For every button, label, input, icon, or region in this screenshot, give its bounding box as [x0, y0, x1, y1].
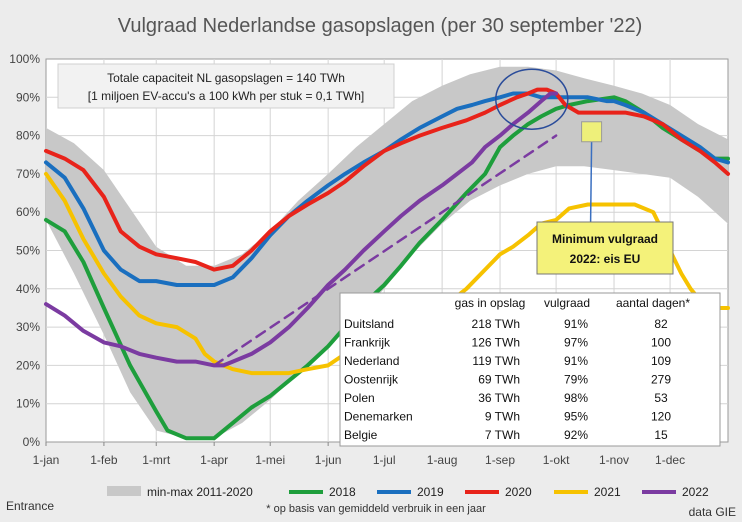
y-tick-label: 0% [23, 435, 41, 449]
y-tick-label: 10% [16, 397, 40, 411]
table-cell: 36 TWh [478, 391, 520, 405]
x-tick-label: 1-okt [543, 453, 570, 467]
highlight-ellipse [495, 68, 569, 130]
table-row-label: Polen [344, 391, 375, 405]
callout-line-1: Minimum vulgraad [552, 232, 658, 246]
y-tick-label: 100% [9, 52, 40, 66]
y-axis: 0% 10% 20% 30% 40% 50% 60% 70% 80% 90% 100% [9, 52, 40, 449]
legend-label: 2020 [505, 485, 532, 499]
legend-label: min-max 2011-2020 [147, 485, 253, 499]
annotations [495, 68, 603, 223]
table-row-label: Denemarken [344, 410, 413, 424]
series-line-2022-trend [212, 134, 558, 367]
info-box-line-1: Totale capaciteit NL gasopslagen = 140 T… [107, 71, 345, 85]
legend-swatch-band [107, 486, 141, 496]
y-tick-label: 90% [16, 90, 40, 104]
table-cell: 92% [564, 428, 588, 442]
table-cell: 9 TWh [485, 410, 520, 424]
legend-label: 2019 [417, 485, 444, 499]
y-tick-label: 50% [16, 244, 40, 258]
info-box-background [57, 63, 395, 109]
table-header-cell: aantal dagen* [616, 296, 690, 310]
info-box: Totale capaciteit NL gasopslagen = 140 T… [57, 63, 395, 109]
min-max-band-layer [46, 66, 728, 439]
x-tick-label: 1-feb [90, 453, 118, 467]
y-tick-label: 70% [16, 167, 40, 181]
table-cell: 109 [651, 354, 671, 368]
y-tick-label: 60% [16, 205, 40, 219]
table-header-cell: vulgraad [544, 296, 590, 310]
table-row-label: Duitsland [344, 317, 394, 331]
table-cell: 69 TWh [478, 373, 520, 387]
y-tick-label: 40% [16, 282, 40, 296]
y-tick-label: 80% [16, 129, 40, 143]
y-tick-label: 20% [16, 358, 40, 372]
chart-title: Vulgraad Nederlandse gasopslagen (per 30… [118, 15, 643, 37]
table-row-label: Oostenrijk [344, 373, 399, 387]
minimum-marker [581, 121, 603, 143]
table-row-label: Belgie [344, 428, 378, 442]
callout-background [536, 221, 674, 275]
table-cell: 15 [654, 428, 668, 442]
source-left: Entrance [6, 499, 54, 513]
y-tick-label: 30% [16, 320, 40, 334]
table-cell: 119 TWh [472, 354, 520, 368]
x-tick-label: 1-sep [485, 453, 515, 467]
x-tick-label: 1-aug [427, 453, 458, 467]
table-cell: 79% [564, 373, 588, 387]
x-tick-label: 1-nov [599, 453, 629, 467]
source-right: data GIE [689, 505, 736, 519]
table-cell: 279 [651, 373, 671, 387]
table-cell: 120 [651, 410, 671, 424]
table-cell: 97% [564, 336, 588, 350]
callout-box: Minimum vulgraad 2022: eis EU [536, 221, 674, 275]
series-line-2019 [44, 91, 730, 287]
legend: min-max 2011-2020 2018 2019 2020 2021 2022 [107, 485, 709, 499]
table-cell: 95% [564, 410, 588, 424]
x-tick-label: 1-mrt [142, 453, 171, 467]
table-cell: 91% [564, 354, 588, 368]
table-cell: 82 [654, 317, 668, 331]
table-cell: 98% [564, 391, 588, 405]
legend-label: 2018 [329, 485, 356, 499]
x-axis: 1-jan 1-feb 1-mrt 1-apr 1-mei 1-jun 1-jul 1-aug… [33, 442, 685, 467]
x-tick-label: 1-jul [373, 453, 396, 467]
x-tick-label: 1-mei [255, 453, 285, 467]
table-row-label: Frankrijk [344, 336, 391, 350]
table-cell: 7 TWh [485, 428, 520, 442]
min-max-band [46, 66, 728, 439]
x-tick-label: 1-jun [315, 453, 342, 467]
table-cell: 100 [651, 336, 671, 350]
callout-line-2: 2022: eis EU [570, 252, 641, 266]
table-cell: 126 TWh [472, 336, 520, 350]
x-tick-label: 1-dec [655, 453, 685, 467]
legend-label: 2021 [594, 485, 621, 499]
series-line-2020 [44, 87, 730, 272]
table-row-label: Nederland [344, 354, 399, 368]
table-cell: 218 TWh [472, 317, 520, 331]
x-tick-label: 1-jan [33, 453, 60, 467]
legend-label: 2022 [682, 485, 709, 499]
table-header-cell: gas in opslag [455, 296, 526, 310]
footnote: * op basis van gemiddeld verbruik in een… [266, 503, 486, 515]
callout-connector [589, 141, 593, 223]
x-tick-label: 1-apr [200, 453, 228, 467]
table-cell: 91% [564, 317, 588, 331]
info-box-line-2: [1 miljoen EV-accu's a 100 kWh per stuk … [88, 89, 365, 103]
storage-table: gas in opslag vulgraad aantal dagen* Duitsl… [339, 292, 721, 447]
table-cell: 53 [654, 391, 668, 405]
table-background [339, 292, 721, 447]
series-line-2018 [44, 95, 730, 441]
